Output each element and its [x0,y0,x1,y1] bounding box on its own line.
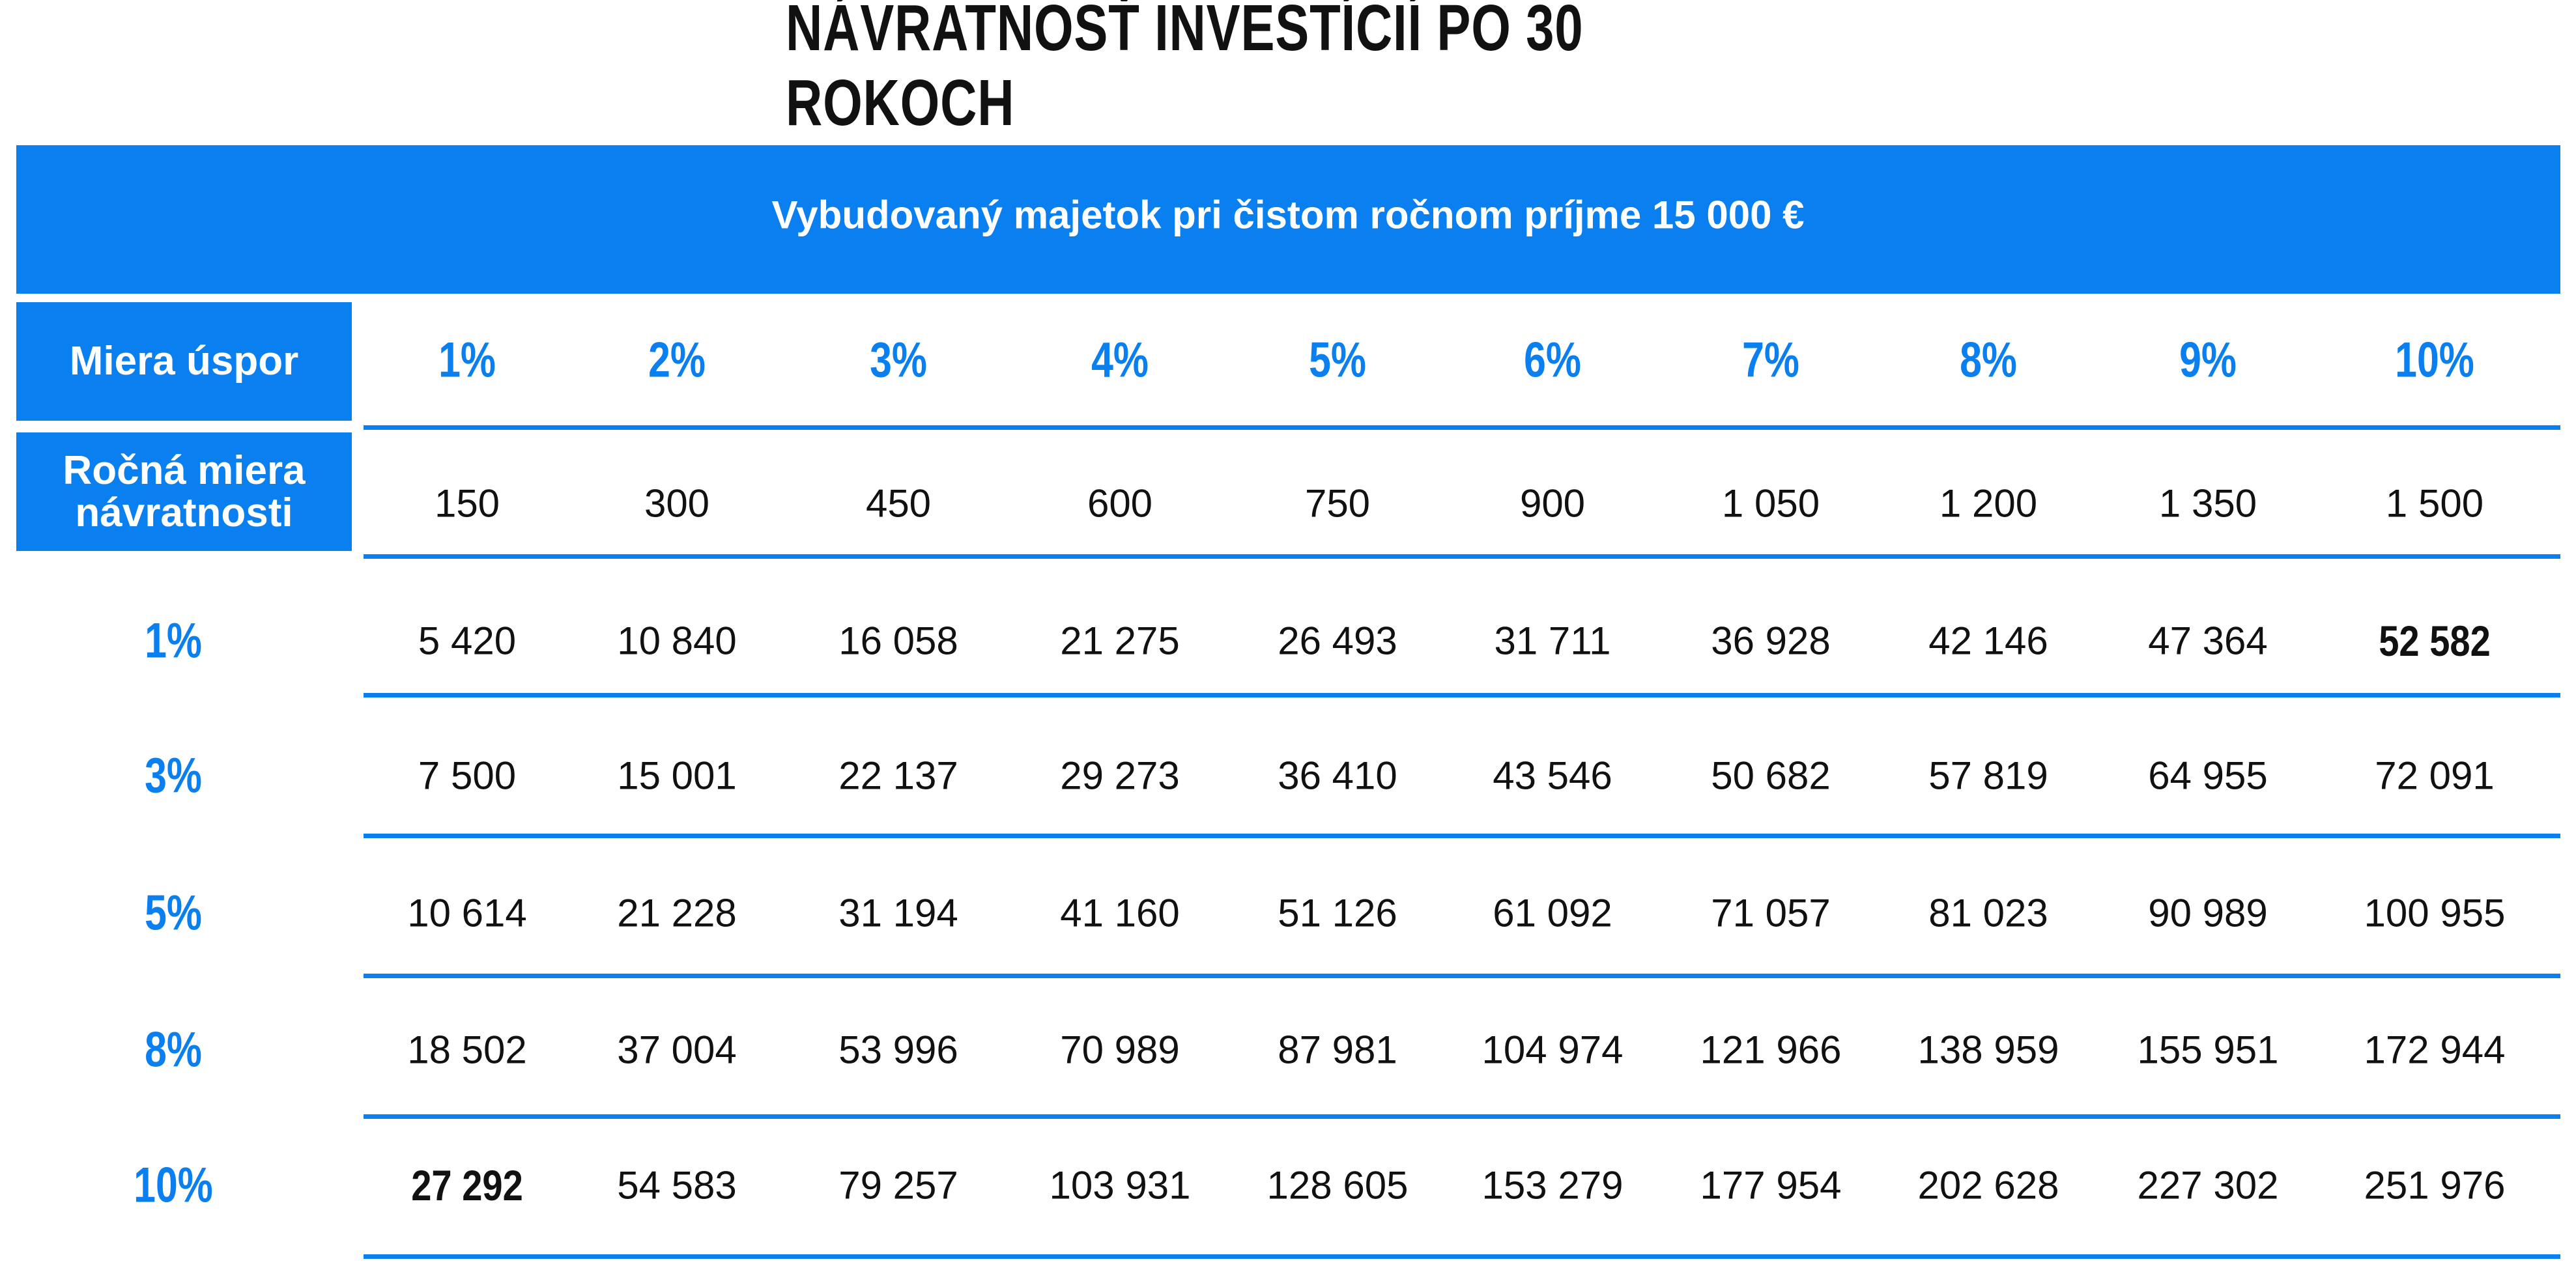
savings-cell: 1 350 [2158,481,2257,526]
savings-cell: 150 [434,481,500,526]
row-label: 8% [145,1022,202,1078]
value-cell: 87 981 [1278,1028,1397,1072]
value-cell: 15 001 [617,754,737,798]
row-divider [364,1114,2560,1119]
value-cell: 61 092 [1493,891,1612,935]
value-cell: 37 004 [617,1028,737,1072]
value-cell: 52 582 [2379,617,2491,665]
savings-cell: 900 [1519,481,1586,526]
value-cell: 71 057 [1711,891,1831,935]
value-cell: 47 364 [2148,619,2268,663]
row-divider [364,1254,2560,1259]
banner [16,145,2560,294]
row-divider [364,425,2560,430]
savings-cell: 300 [644,481,710,526]
value-cell: 16 058 [838,619,958,663]
value-cell: 54 583 [617,1163,737,1207]
row-label: 1% [145,613,202,669]
value-cell: 128 605 [1267,1163,1409,1207]
value-cell: 10 840 [617,619,737,663]
value-cell: 100 955 [2364,891,2506,935]
savings-label-text: Ročná miera návratnosti [63,447,306,535]
value-cell: 251 976 [2364,1163,2506,1207]
value-cell: 79 257 [838,1163,958,1207]
value-cell: 70 989 [1060,1028,1180,1072]
value-cell: 36 410 [1278,754,1397,798]
value-cell: 21 228 [617,891,737,935]
column-header: 10% [2395,332,2474,388]
value-cell: 22 137 [838,754,958,798]
value-cell: 10 614 [407,891,527,935]
value-cell: 121 966 [1700,1028,1842,1072]
column-header: 2% [648,332,706,388]
row-divider [364,693,2560,697]
value-cell: 5 420 [418,619,517,663]
value-cell: 27 292 [411,1161,523,1209]
subtitle: Vybudovaný majetok pri čistom ročnom prí… [771,193,1805,237]
savings-cell: 600 [1087,481,1153,526]
value-cell: 43 546 [1493,754,1612,798]
column-header: 8% [1960,332,2017,388]
value-cell: 81 023 [1928,891,2048,935]
savings-cell: 750 [1304,481,1371,526]
column-header: 5% [1309,332,1366,388]
value-cell: 41 160 [1060,891,1180,935]
column-header: 4% [1091,332,1149,388]
value-cell: 36 928 [1711,619,1831,663]
savings-cell: 1 500 [2385,481,2484,526]
value-cell: 18 502 [407,1028,527,1072]
value-cell: 104 974 [1481,1028,1624,1072]
value-cell: 138 959 [1917,1028,2059,1072]
value-cell: 177 954 [1700,1163,1842,1207]
savings-cell: 1 050 [1721,481,1820,526]
savings-label: Ročná miera návratnosti [16,432,352,551]
value-cell: 21 275 [1060,619,1180,663]
row-label: 10% [134,1157,213,1213]
value-cell: 90 989 [2148,891,2268,935]
value-cell: 31 711 [1494,619,1611,663]
value-cell: 72 091 [2375,754,2495,798]
value-cell: 26 493 [1278,619,1397,663]
value-cell: 29 273 [1060,754,1180,798]
row-divider [364,834,2560,838]
value-cell: 103 931 [1049,1163,1191,1207]
value-cell: 31 194 [838,891,958,935]
savings-cell: 1 200 [1939,481,2038,526]
savings-cell: 450 [865,481,932,526]
value-cell: 42 146 [1928,619,2048,663]
corner-label: Miera úspor [16,302,352,421]
value-cell: 153 279 [1481,1163,1624,1207]
column-header: 6% [1524,332,1581,388]
value-cell: 53 996 [838,1028,958,1072]
value-cell: 155 951 [2137,1028,2279,1072]
value-cell: 227 302 [2137,1163,2279,1207]
title: NÁVRATNOSŤ INVESTÍCIÍ PO 30 ROKOCH [785,0,1584,139]
column-header: 9% [2179,332,2237,388]
value-cell: 64 955 [2148,754,2268,798]
value-cell: 57 819 [1928,754,2048,798]
row-label: 3% [145,748,202,804]
row-divider [364,554,2560,559]
value-cell: 51 126 [1278,891,1397,935]
value-cell: 172 944 [2364,1028,2506,1072]
column-header: 1% [438,332,496,388]
row-divider [364,974,2560,978]
column-header: 7% [1742,332,1799,388]
column-header: 3% [870,332,927,388]
value-cell: 50 682 [1711,754,1831,798]
row-label: 5% [145,885,202,941]
value-cell: 202 628 [1917,1163,2059,1207]
value-cell: 7 500 [418,754,517,798]
